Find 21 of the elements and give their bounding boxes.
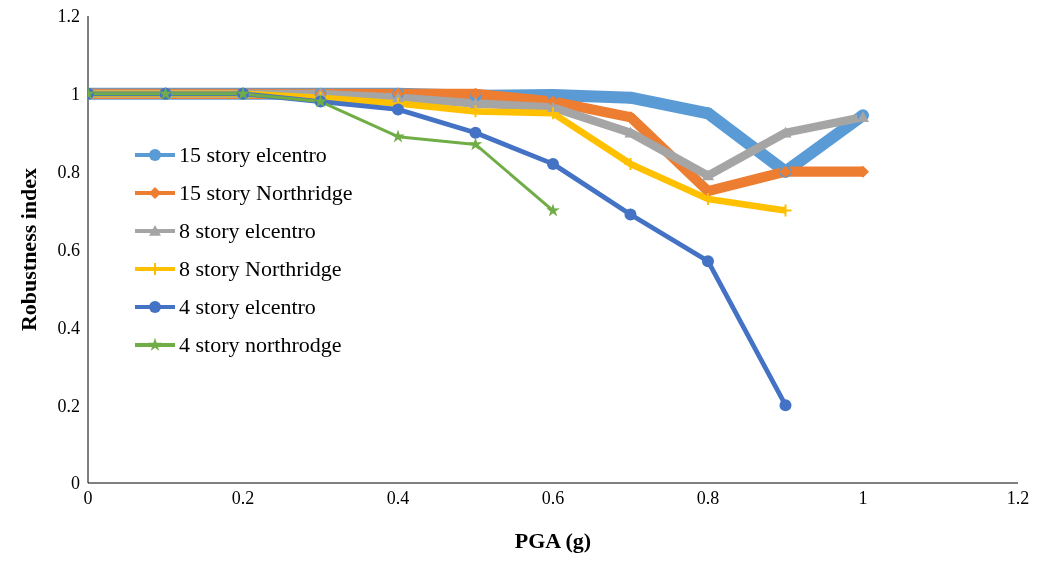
y-tick-label: 0 bbox=[71, 473, 80, 494]
legend-label: 8 story elcentro bbox=[179, 217, 316, 245]
legend-label: 4 story elcentro bbox=[179, 293, 316, 321]
legend-label: 15 story elcentro bbox=[179, 141, 327, 169]
legend-label: 15 story Northridge bbox=[179, 179, 353, 207]
x-tick-label: 0.2 bbox=[231, 487, 255, 508]
legend-label: 4 story northrodge bbox=[179, 331, 342, 359]
x-tick-label: 0.6 bbox=[541, 487, 565, 508]
y-tick-label: 1 bbox=[71, 84, 80, 105]
y-axis-title: Robustness index bbox=[15, 167, 41, 332]
x-axis-title: PGA (g) bbox=[514, 528, 592, 553]
x-tick-label: 1.2 bbox=[1006, 487, 1030, 508]
x-tick-label: 0.8 bbox=[696, 487, 720, 508]
y-tick-label: 0.4 bbox=[57, 317, 80, 338]
x-tick-label: 0.4 bbox=[386, 487, 410, 508]
x-tick-label: 1 bbox=[858, 487, 868, 508]
y-tick-label: 1.2 bbox=[57, 6, 80, 27]
legend-label: 8 story Northridge bbox=[179, 255, 342, 283]
y-tick-label: 0.2 bbox=[57, 395, 80, 416]
y-tick-label: 0.6 bbox=[57, 239, 80, 260]
y-tick-label: 0.8 bbox=[57, 162, 80, 183]
